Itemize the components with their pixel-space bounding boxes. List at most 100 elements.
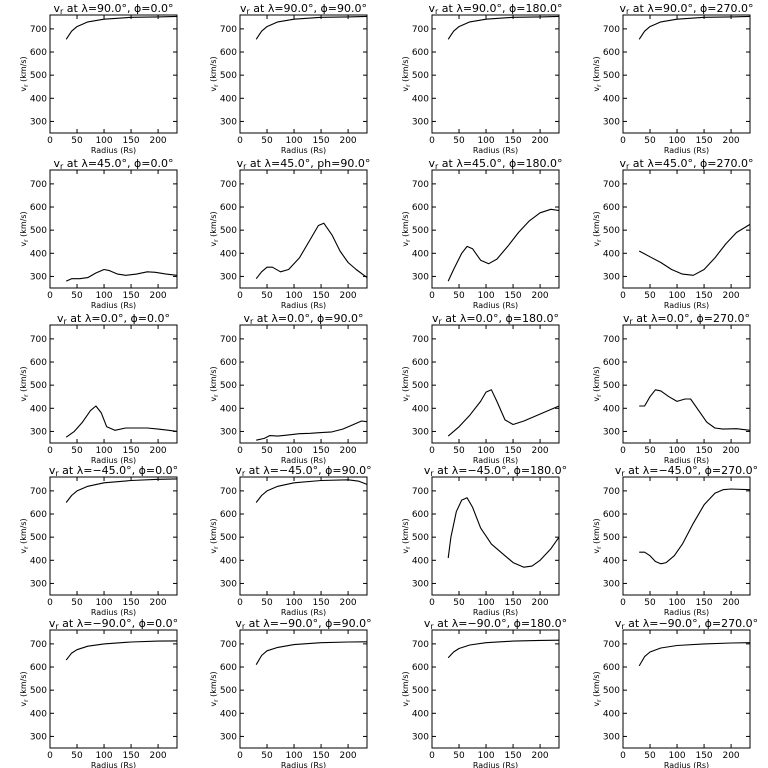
x-axis-label: Radius (Rs) — [473, 146, 518, 155]
x-tick-label: 100 — [668, 136, 685, 146]
y-axis-label: vr (km/s) — [209, 671, 220, 706]
subplot-11: 0 50 100 150 200 300 400 500 600 700 Radius (Rs) vr… — [401, 312, 560, 465]
x-axis-label: Radius (Rs) — [664, 456, 709, 465]
x-tick-label: 50 — [453, 446, 465, 456]
plot-frame — [431, 324, 560, 444]
y-tick-label: 500 — [30, 381, 47, 391]
plot-frame — [431, 169, 560, 289]
x-tick-label: 100 — [285, 751, 302, 761]
x-tick-label: 200 — [339, 598, 356, 608]
y-tick-label: 300 — [412, 427, 429, 437]
x-tick-label: 150 — [695, 446, 712, 456]
x-tick-label: 50 — [71, 598, 83, 608]
x-tick-label: 200 — [149, 291, 166, 301]
y-tick-label: 500 — [30, 71, 47, 81]
series-line — [447, 208, 560, 282]
plot-title: vr at λ=−90.0°, ϕ=180.0° — [424, 617, 567, 631]
y-tick-label: 300 — [220, 579, 237, 589]
x-tick-label: 150 — [122, 598, 139, 608]
y-tick-label: 400 — [412, 556, 429, 566]
y-tick-label: 600 — [30, 203, 47, 213]
y-tick-label: 600 — [412, 48, 429, 58]
plot-frame — [239, 169, 368, 289]
series-line — [65, 268, 178, 282]
y-tick-label: 300 — [30, 579, 47, 589]
x-axis-label: Radius (Rs) — [281, 608, 326, 617]
y-tick-label: 500 — [603, 533, 620, 543]
x-axis-label: Radius (Rs) — [473, 608, 518, 617]
series-line — [638, 223, 751, 276]
x-tick-label: 50 — [644, 446, 656, 456]
y-tick-label: 500 — [412, 686, 429, 696]
y-tick-label: 500 — [30, 686, 47, 696]
y-tick-label: 500 — [412, 226, 429, 236]
x-tick-label: 100 — [95, 136, 112, 146]
x-tick-label: 0 — [47, 598, 53, 608]
y-tick-label: 400 — [603, 709, 620, 719]
y-axis-label: vr (km/s) — [401, 671, 412, 706]
plot-title: vr at λ=−90.0°, ϕ=0.0° — [49, 617, 178, 631]
y-tick-label: 500 — [412, 381, 429, 391]
x-tick-label: 200 — [149, 598, 166, 608]
x-tick-label: 50 — [453, 136, 465, 146]
x-tick-label: 100 — [285, 291, 302, 301]
plot-frame — [622, 14, 751, 134]
y-tick-label: 400 — [220, 94, 237, 104]
x-tick-label: 200 — [149, 446, 166, 456]
y-tick-label: 400 — [220, 556, 237, 566]
x-tick-label: 200 — [722, 446, 739, 456]
y-axis-label: vr (km/s) — [209, 56, 220, 91]
x-axis-label: Radius (Rs) — [281, 456, 326, 465]
y-tick-label: 300 — [412, 579, 429, 589]
x-tick-label: 150 — [122, 446, 139, 456]
plot-frame — [49, 324, 178, 444]
x-axis-label: Radius (Rs) — [664, 761, 709, 768]
y-tick-label: 600 — [30, 48, 47, 58]
x-tick-label: 50 — [71, 446, 83, 456]
y-tick-label: 700 — [412, 25, 429, 35]
x-axis-label: Radius (Rs) — [281, 301, 326, 310]
x-tick-label: 200 — [339, 136, 356, 146]
subplot-10: 0 50 100 150 200 300 400 500 600 700 Radius (Rs) vr… — [209, 312, 368, 465]
x-tick-label: 0 — [620, 598, 626, 608]
x-axis-label: Radius (Rs) — [473, 301, 518, 310]
x-tick-label: 0 — [620, 751, 626, 761]
x-tick-label: 150 — [312, 136, 329, 146]
x-axis-label: Radius (Rs) — [91, 146, 136, 155]
y-axis-label: vr (km/s) — [19, 671, 30, 706]
y-tick-label: 700 — [412, 180, 429, 190]
x-tick-label: 150 — [312, 291, 329, 301]
x-tick-label: 200 — [531, 446, 548, 456]
y-axis-label: vr (km/s) — [19, 56, 30, 91]
x-tick-label: 100 — [477, 291, 494, 301]
y-axis-label: vr (km/s) — [592, 671, 603, 706]
x-tick-label: 50 — [71, 291, 83, 301]
y-tick-label: 700 — [30, 487, 47, 497]
series-line — [255, 479, 368, 503]
x-tick-label: 200 — [149, 751, 166, 761]
x-tick-label: 100 — [95, 446, 112, 456]
y-tick-label: 600 — [30, 358, 47, 368]
x-tick-label: 50 — [261, 291, 273, 301]
plot-frame — [239, 14, 368, 134]
x-tick-label: 100 — [95, 598, 112, 608]
subplot-3: 0 50 100 150 200 300 400 500 600 700 Radius (Rs) vr… — [401, 2, 563, 155]
y-tick-label: 400 — [220, 249, 237, 259]
y-tick-label: 700 — [220, 640, 237, 650]
plot-frame — [622, 324, 751, 444]
y-tick-label: 700 — [30, 335, 47, 345]
x-tick-label: 150 — [122, 136, 139, 146]
y-tick-label: 500 — [220, 533, 237, 543]
y-tick-label: 400 — [412, 94, 429, 104]
plot-frame — [49, 629, 178, 749]
x-tick-label: 200 — [339, 446, 356, 456]
plot-frame — [622, 476, 751, 596]
x-tick-label: 0 — [237, 598, 243, 608]
x-tick-label: 200 — [339, 751, 356, 761]
x-tick-label: 150 — [695, 598, 712, 608]
plot-frame — [239, 476, 368, 596]
x-tick-label: 150 — [504, 446, 521, 456]
y-tick-label: 700 — [412, 640, 429, 650]
x-tick-label: 150 — [695, 291, 712, 301]
x-tick-label: 200 — [722, 751, 739, 761]
